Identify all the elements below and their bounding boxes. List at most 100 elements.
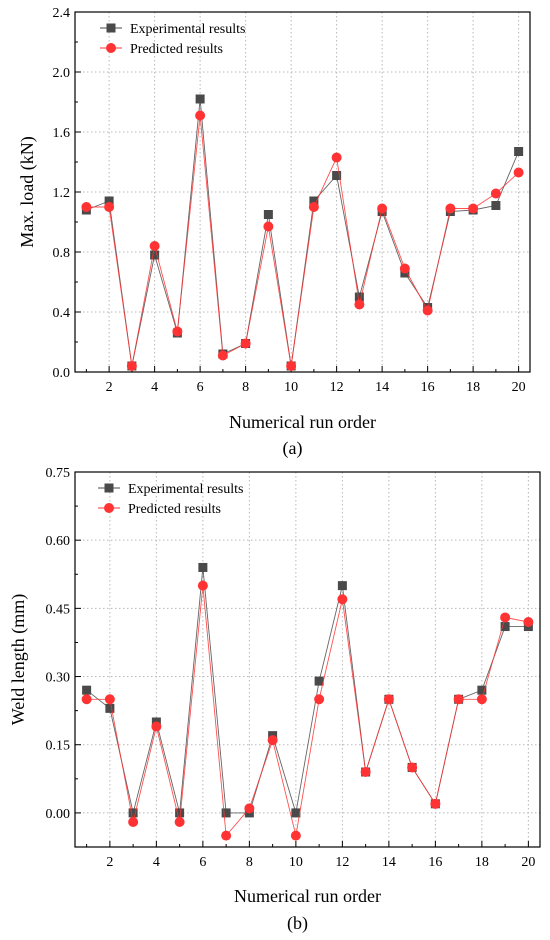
predicted-point <box>490 188 501 199</box>
x-tick-label: 12 <box>335 855 349 870</box>
gridlines <box>75 472 540 847</box>
panel-label: (b) <box>287 913 308 934</box>
predicted-point <box>290 830 301 841</box>
predicted-point <box>422 305 433 316</box>
x-tick-label: 14 <box>382 855 396 870</box>
predicted-point <box>149 241 160 251</box>
experimental-point <box>337 581 347 591</box>
experimental-point <box>500 622 510 632</box>
experimental-point <box>291 808 301 818</box>
experimental-point <box>150 250 160 260</box>
legend-label: Experimental results <box>130 22 245 37</box>
experimental-series <box>82 562 533 818</box>
predicted-point <box>244 803 255 814</box>
experimental-point <box>263 210 273 219</box>
legend-label: Experimental results <box>128 482 243 497</box>
y-tick-label: 0.8 <box>53 246 71 261</box>
predicted-point <box>221 830 232 841</box>
predicted-point <box>445 203 456 214</box>
predicted-point <box>81 202 92 212</box>
y-tick-label: 0.00 <box>46 807 71 822</box>
predicted-point <box>331 152 342 163</box>
series-line <box>86 98 520 367</box>
predicted-point <box>377 203 388 214</box>
x-tick-label: 8 <box>246 855 253 870</box>
x-tick-label: 16 <box>428 855 442 870</box>
y-tick-label: 2.4 <box>53 6 71 21</box>
legend-label: Predicted results <box>130 42 223 57</box>
experimental-point <box>332 171 342 180</box>
gridlines <box>75 12 530 372</box>
x-tick-label: 14 <box>375 380 389 395</box>
predicted-point <box>407 762 418 773</box>
predicted-point <box>81 694 92 705</box>
predicted-series <box>81 110 524 371</box>
predicted-point <box>197 580 208 591</box>
experimental-point <box>175 808 185 818</box>
x-tick-label: 16 <box>421 380 435 395</box>
predicted-point <box>354 299 365 310</box>
y-tick-label: 0.15 <box>46 739 71 754</box>
legend: Experimental results Predicted results <box>100 22 245 57</box>
x-tick-label: 18 <box>466 380 480 395</box>
x-tick-label: 2 <box>106 855 113 870</box>
x-tick-label: 2 <box>106 380 113 395</box>
x-tick-label: 10 <box>284 380 298 395</box>
x-tick-label: 12 <box>330 380 344 395</box>
y-axis-title: Max. load (kN) <box>17 136 38 247</box>
predicted-point <box>383 694 394 705</box>
experimental-point <box>105 703 115 713</box>
experimental-point <box>477 685 487 695</box>
y-tick-label: 0.45 <box>46 602 71 617</box>
experimental-point <box>354 292 364 302</box>
x-tick-label: 18 <box>475 855 489 870</box>
predicted-point <box>217 350 228 361</box>
predicted-point <box>151 721 162 732</box>
y-tick-label: 0.0 <box>53 366 71 381</box>
experimental-series <box>81 94 524 371</box>
chart-panel-1: 2 4 6 8 10 12 14 16 18 20 0.0 0.4 0.8 1.2 1.6 2.0 2.4 Num… <box>17 6 531 459</box>
legend-marker <box>106 43 116 53</box>
series-line <box>86 115 519 367</box>
predicted-point <box>399 263 410 274</box>
y-tick-label: 0.4 <box>53 306 71 321</box>
y-tick-label: 0.30 <box>46 671 71 686</box>
predicted-point <box>337 594 348 605</box>
legend-marker <box>104 483 114 493</box>
x-tick-label: 4 <box>151 380 158 395</box>
x-tick-label: 20 <box>521 855 535 870</box>
x-tick-label: 4 <box>153 855 160 870</box>
predicted-point <box>468 203 479 214</box>
predicted-point <box>513 167 524 178</box>
predicted-point <box>308 202 319 212</box>
predicted-point <box>314 694 325 705</box>
predicted-point <box>174 817 185 827</box>
predicted-point <box>104 202 115 212</box>
experimental-point <box>104 196 114 206</box>
experimental-point <box>198 562 208 572</box>
series-line <box>86 567 529 814</box>
predicted-point <box>240 338 251 349</box>
predicted-point <box>195 110 206 121</box>
x-tick-label: 6 <box>197 380 204 395</box>
y-tick-label: 0.75 <box>46 466 71 481</box>
y-tick-label: 1.2 <box>53 186 71 201</box>
legend-marker <box>106 23 116 33</box>
predicted-point <box>476 694 487 705</box>
predicted-point <box>128 817 139 827</box>
y-axis-title: Weld length (mm) <box>8 594 29 726</box>
predicted-point <box>104 694 115 705</box>
x-axis-title: Numerical run order <box>229 412 376 432</box>
predicted-point <box>500 612 511 623</box>
experimental-point <box>309 196 319 206</box>
experimental-point <box>82 685 92 695</box>
y-tick-label: 2.0 <box>53 66 71 81</box>
panel-label: (a) <box>283 438 303 459</box>
x-tick-label: 8 <box>242 380 249 395</box>
legend-label: Predicted results <box>128 502 221 517</box>
predicted-point <box>430 798 441 809</box>
predicted-point <box>286 361 297 371</box>
predicted-series <box>81 580 534 841</box>
experimental-point <box>128 808 138 818</box>
